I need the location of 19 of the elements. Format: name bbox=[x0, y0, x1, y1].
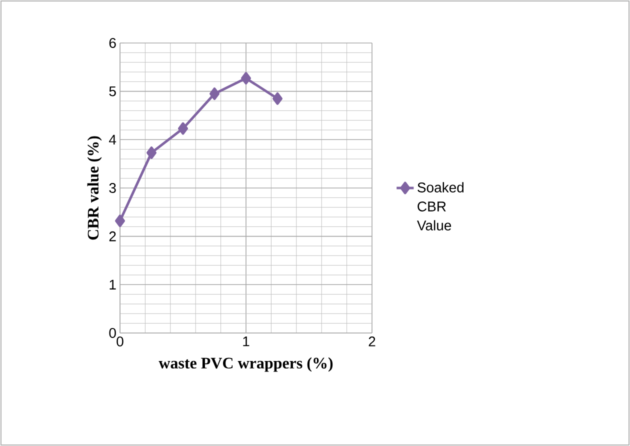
y-tick-label: 3 bbox=[109, 183, 116, 193]
y-tick-label: 1 bbox=[110, 280, 116, 290]
y-tick-label: 5 bbox=[109, 86, 116, 96]
y-tick-label: 6 bbox=[109, 38, 116, 48]
y-tick-label: 2 bbox=[109, 231, 116, 242]
point bbox=[178, 122, 188, 135]
point bbox=[272, 92, 283, 105]
x-axis-title: waste PVC wrappers (%) bbox=[158, 357, 333, 372]
x-tick-label: 1 bbox=[243, 336, 250, 346]
point bbox=[115, 214, 126, 228]
point bbox=[241, 72, 252, 85]
legend-label: Soaked CBR Value bbox=[416, 182, 464, 230]
point bbox=[210, 87, 220, 100]
y-axis-title: CBR value (%) bbox=[87, 136, 102, 240]
y-tick-label: 4 bbox=[109, 134, 116, 144]
y-tick-label: 0 bbox=[109, 328, 116, 338]
x-tick-label: 0 bbox=[116, 336, 124, 346]
x-tick-label: 2 bbox=[368, 336, 376, 346]
point bbox=[146, 146, 157, 159]
